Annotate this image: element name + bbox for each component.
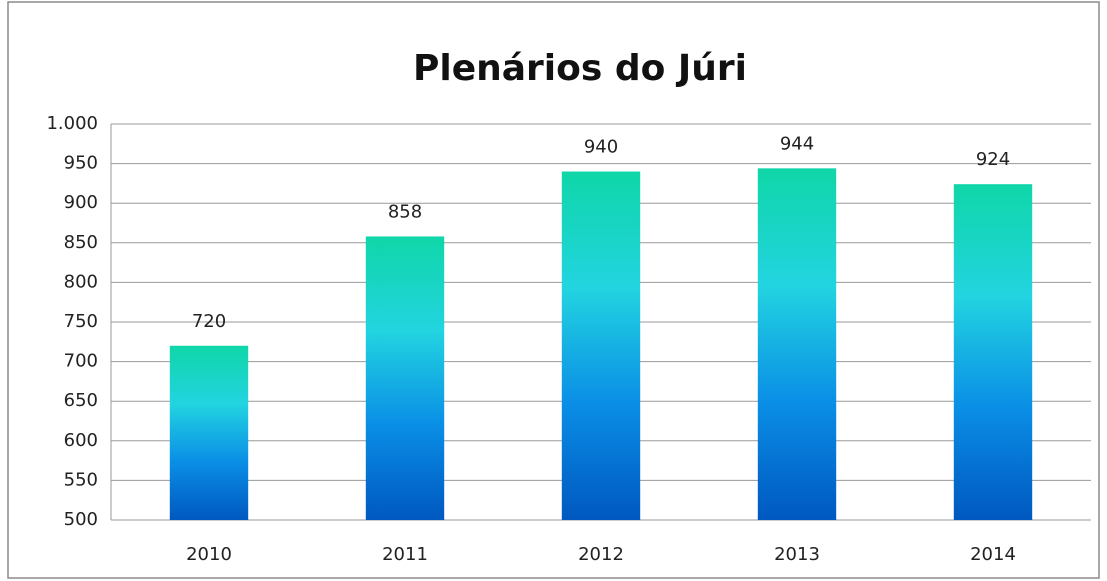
data-label: 944 xyxy=(780,133,814,154)
y-tick-label: 500 xyxy=(64,509,98,530)
y-tick-label: 800 xyxy=(64,271,98,292)
x-tick-label: 2011 xyxy=(382,544,428,565)
y-tick-label: 950 xyxy=(64,153,98,174)
bar xyxy=(365,236,445,521)
y-tick-label: 750 xyxy=(64,311,98,332)
bar xyxy=(169,345,249,520)
y-tick-label: 1.000 xyxy=(46,113,98,134)
y-tick-label: 700 xyxy=(64,351,98,372)
x-tick-label: 2013 xyxy=(774,544,820,565)
data-label: 858 xyxy=(388,201,422,222)
bar xyxy=(953,184,1033,520)
data-label: 940 xyxy=(584,137,618,158)
bar xyxy=(561,171,641,520)
x-tick-label: 2012 xyxy=(578,544,624,565)
bar xyxy=(757,168,837,521)
y-tick-label: 900 xyxy=(64,192,98,213)
chart-title: Plenários do Júri xyxy=(413,48,747,89)
x-tick-label: 2014 xyxy=(970,544,1016,565)
x-tick-label: 2010 xyxy=(186,544,232,565)
y-tick-label: 650 xyxy=(64,390,98,411)
data-label: 924 xyxy=(976,149,1010,170)
data-label: 720 xyxy=(192,311,226,332)
y-tick-label: 550 xyxy=(64,469,98,490)
y-tick-label: 600 xyxy=(64,430,98,451)
y-tick-label: 850 xyxy=(64,232,98,253)
